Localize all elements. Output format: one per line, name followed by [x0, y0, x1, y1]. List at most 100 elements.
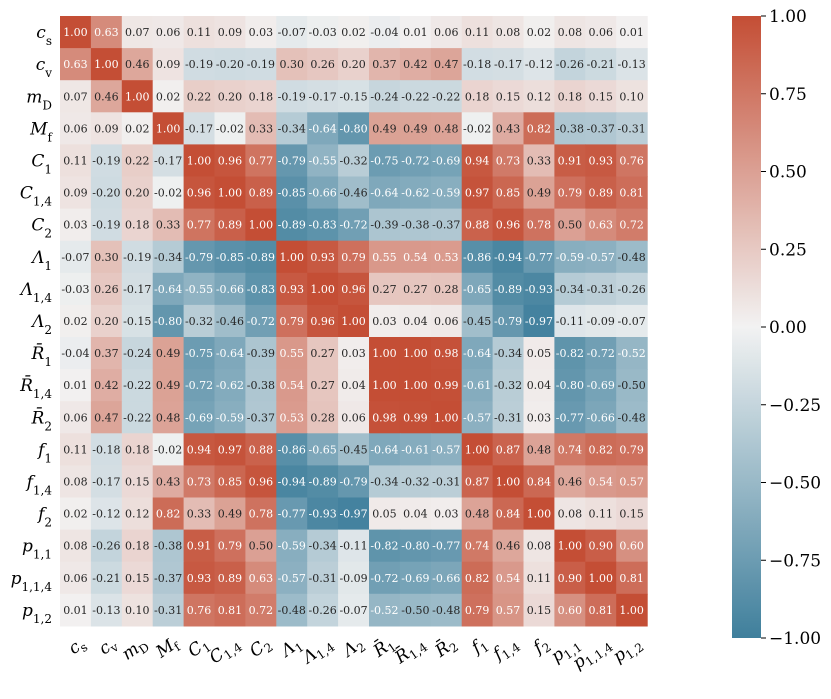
heatmap-value-2-13: 0.18 [465, 90, 490, 103]
heatmap-value-5-8: -0.66 [309, 187, 337, 200]
heatmap-value-16-10: -0.82 [370, 540, 398, 553]
heatmap-cell-15-13 [461, 497, 494, 531]
heatmap-cell-5-7 [276, 176, 308, 210]
heatmap-cell-1-8 [307, 48, 339, 81]
heatmap-cell-3-8 [307, 112, 339, 145]
heatmap-cell-5-15 [523, 176, 555, 210]
heatmap-value-2-7: -0.19 [278, 90, 306, 103]
heatmap-cell-5-14 [492, 176, 525, 210]
heatmap-value-6-6: 1.00 [249, 219, 274, 232]
heatmap-cell-17-0 [60, 561, 92, 595]
heatmap-value-13-15: 0.48 [527, 443, 552, 456]
heatmap-value-4-15: 0.33 [527, 154, 552, 167]
heatmap-cell-9-5 [214, 304, 246, 338]
heatmap-value-16-18: 0.60 [619, 540, 644, 553]
colorbar-tick-label-0: 1.00 [769, 7, 807, 27]
heatmap-cell-6-5 [214, 208, 246, 242]
heatmap-value-8-2: -0.17 [123, 283, 151, 296]
heatmap-cell-16-13 [461, 529, 494, 563]
heatmap-value-16-17: 0.90 [589, 540, 614, 553]
heatmap-value-16-2: 0.18 [125, 540, 150, 553]
heatmap-cell-8-4 [183, 272, 216, 306]
column-label-11: R̄1,4 [389, 632, 430, 671]
heatmap-value-15-15: 1.00 [527, 508, 552, 521]
heatmap-cell-17-3 [152, 561, 185, 595]
heatmap-value-14-6: 0.96 [249, 475, 274, 488]
heatmap-value-0-10: -0.04 [370, 26, 398, 39]
heatmap-value-1-11: 0.42 [403, 58, 428, 71]
heatmap-cell-9-12 [430, 304, 463, 338]
heatmap-cell-3-3 [152, 112, 185, 145]
heatmap-cell-18-18 [616, 593, 648, 627]
heatmap-cell-3-16 [554, 112, 586, 145]
heatmap-value-5-0: 0.09 [63, 187, 88, 200]
heatmap-value-14-14: 1.00 [496, 475, 521, 488]
heatmap-cell-10-11 [399, 337, 432, 370]
heatmap-value-14-10: -0.34 [370, 475, 398, 488]
heatmap-value-10-18: -0.52 [618, 347, 646, 360]
heatmap-value-14-9: -0.79 [339, 475, 367, 488]
heatmap-cell-2-2 [121, 80, 154, 113]
heatmap-cells [60, 16, 648, 627]
heatmap-cell-3-10 [369, 112, 401, 145]
heatmap-value-13-7: -0.86 [278, 443, 306, 456]
heatmap-cell-13-5 [214, 433, 246, 466]
heatmap-value-9-2: -0.15 [123, 315, 151, 328]
row-label-12: R̄2 [31, 406, 52, 433]
heatmap-value-11-8: 0.27 [310, 379, 335, 392]
heatmap-value-4-18: 0.76 [619, 154, 644, 167]
heatmap-value-8-0: -0.03 [61, 283, 89, 296]
heatmap-value-6-4: 0.77 [187, 219, 212, 232]
heatmap-cell-7-9 [338, 240, 370, 274]
heatmap-cell-8-0 [60, 272, 92, 306]
heatmap-cell-12-9 [338, 401, 370, 434]
heatmap-cell-6-8 [307, 208, 339, 242]
heatmap-value-7-15: -0.77 [525, 251, 553, 264]
heatmap-value-3-1: 0.09 [94, 122, 119, 135]
heatmap-cell-13-18 [616, 433, 648, 466]
heatmap-cell-3-4 [183, 112, 216, 145]
heatmap-value-12-17: -0.66 [587, 411, 615, 424]
heatmap-value-17-4: 0.93 [187, 572, 212, 585]
heatmap-value-13-0: 0.11 [63, 443, 88, 456]
heatmap-value-3-0: 0.06 [63, 122, 88, 135]
heatmap-cell-6-15 [523, 208, 555, 242]
heatmap-value-7-2: -0.19 [123, 251, 151, 264]
row-label-8: Λ1,4 [19, 280, 53, 305]
heatmap-cell-5-8 [307, 176, 339, 210]
heatmap-value-2-0: 0.07 [63, 90, 88, 103]
heatmap-cell-16-1 [90, 529, 123, 563]
colorbar-tick-label-8: −1.00 [769, 629, 821, 649]
heatmap-value-0-16: 0.08 [558, 26, 583, 39]
heatmap-cell-9-1 [90, 304, 123, 338]
column-label-8: Λ1,4 [298, 633, 338, 670]
heatmap-cell-17-1 [90, 561, 123, 595]
heatmap-cell-12-2 [121, 401, 154, 434]
heatmap-cell-4-15 [523, 144, 555, 178]
heatmap-value-0-18: 0.01 [619, 26, 644, 39]
colorbar-ticks: 1.00 0.75 0.50 0.25 0.00 −0.25 −0.50 −0.75 −1.00 [761, 7, 821, 649]
heatmap-value-5-7: -0.85 [278, 187, 306, 200]
heatmap-value-3-7: -0.34 [278, 122, 306, 135]
heatmap-cell-10-10 [369, 337, 401, 370]
heatmap-value-10-14: -0.34 [494, 347, 522, 360]
heatmap-value-8-6: -0.83 [247, 283, 275, 296]
heatmap-cell-7-14 [492, 240, 525, 274]
heatmap-cell-13-4 [183, 433, 216, 466]
heatmap-cell-1-2 [121, 48, 154, 81]
heatmap-value-11-0: 0.01 [63, 379, 88, 392]
heatmap-cell-8-9 [338, 272, 370, 306]
heatmap-cell-0-8 [307, 16, 339, 49]
heatmap-value-14-3: 0.43 [156, 475, 181, 488]
heatmap-cell-1-13 [461, 48, 494, 81]
heatmap-cell-9-11 [399, 304, 432, 338]
heatmap-value-4-10: -0.75 [370, 154, 398, 167]
heatmap-value-0-14: 0.08 [496, 26, 521, 39]
heatmap-value-14-7: -0.94 [278, 475, 306, 488]
row-label-16: p1,1 [22, 537, 52, 562]
heatmap-value-5-3: -0.02 [154, 187, 182, 200]
heatmap-value-11-15: 0.04 [527, 379, 552, 392]
heatmap-value-17-7: -0.57 [278, 572, 306, 585]
heatmap-value-18-6: 0.72 [249, 604, 274, 617]
heatmap-cell-3-0 [60, 112, 92, 145]
